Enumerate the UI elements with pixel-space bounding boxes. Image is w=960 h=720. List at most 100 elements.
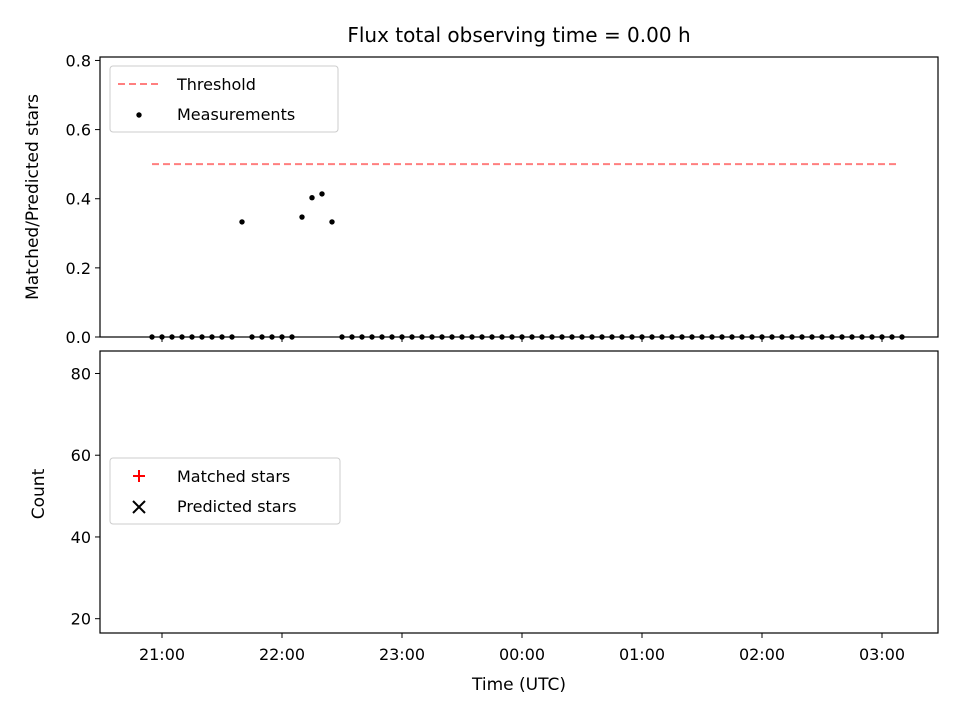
measurement-point — [799, 334, 805, 340]
measurement-point — [189, 334, 195, 340]
bottom-y-ticks: 20 40 60 80 — [71, 364, 100, 629]
measurement-point — [469, 334, 475, 340]
measurement-point — [349, 334, 355, 340]
measurement-point — [859, 334, 865, 340]
top-y-axis-label: Matched/Predicted stars — [23, 94, 43, 300]
measurement-point — [409, 334, 415, 340]
measurement-point — [239, 219, 245, 225]
measurement-point — [519, 334, 525, 340]
measurement-point — [699, 334, 705, 340]
measurement-point — [459, 334, 465, 340]
measurement-points — [149, 191, 905, 340]
measurement-point — [479, 334, 485, 340]
measurement-point — [209, 334, 215, 340]
top-plot: 0.00.20.40.60.8 Matched/Predicted stars … — [23, 51, 939, 347]
measurement-point — [399, 334, 405, 340]
measurement-point — [669, 334, 675, 340]
top-plot-frame — [99, 56, 939, 338]
measurement-point — [319, 191, 325, 197]
legend-matched-swatch — [133, 470, 145, 482]
measurement-point — [389, 334, 395, 340]
measurement-point — [179, 334, 185, 340]
top-y-ticks: 0.0 0.2 0.4 0.6 0.8 — [66, 51, 100, 347]
measurement-point — [809, 334, 815, 340]
legend-measurements-swatch — [136, 112, 142, 118]
x-tick-label: 01:00 — [619, 645, 665, 664]
x-tick-label: 03:00 — [859, 645, 905, 664]
bottom-plot-frame — [99, 350, 939, 634]
measurement-point — [279, 334, 285, 340]
measurement-point — [419, 334, 425, 340]
measurement-point — [269, 334, 275, 340]
measurement-point — [149, 334, 155, 340]
legend-matched-label: Matched stars — [177, 467, 290, 486]
measurement-point — [529, 334, 535, 340]
measurement-point — [749, 334, 755, 340]
measurement-point — [619, 334, 625, 340]
top-legend: Threshold Measurements — [109, 65, 339, 133]
measurement-point — [159, 334, 165, 340]
measurement-point — [689, 334, 695, 340]
bottom-legend: Matched stars Predicted stars — [109, 457, 341, 525]
x-tick-label: 22:00 — [259, 645, 305, 664]
legend-threshold-label: Threshold — [176, 75, 256, 94]
measurement-point — [509, 334, 515, 340]
measurement-point — [599, 334, 605, 340]
measurement-point — [739, 334, 745, 340]
measurement-point — [289, 334, 295, 340]
measurement-point — [869, 334, 875, 340]
measurement-point — [789, 334, 795, 340]
measurement-point — [489, 334, 495, 340]
measurement-point — [759, 334, 765, 340]
bottom-legend-box — [109, 457, 341, 525]
top-legend-box — [109, 65, 339, 133]
bottom-y-axis-label: Count — [29, 468, 49, 519]
bottom-y-tick-label: 40 — [71, 528, 91, 547]
measurement-point — [729, 334, 735, 340]
measurement-point — [369, 334, 375, 340]
measurement-point — [299, 214, 305, 220]
top-y-tick-label: 0.2 — [66, 259, 91, 278]
measurement-point — [379, 334, 385, 340]
measurement-point — [819, 334, 825, 340]
measurement-point — [169, 334, 175, 340]
measurement-point — [719, 334, 725, 340]
top-y-tick-label: 0.8 — [66, 51, 91, 70]
measurement-point — [339, 334, 345, 340]
measurement-point — [829, 334, 835, 340]
measurement-point — [549, 334, 555, 340]
measurement-point — [249, 334, 255, 340]
measurement-point — [229, 334, 235, 340]
x-tick-label: 00:00 — [499, 645, 545, 664]
measurement-point — [639, 334, 645, 340]
x-tick-label: 23:00 — [379, 645, 425, 664]
measurement-point — [309, 194, 315, 201]
measurement-point — [569, 334, 575, 340]
measurement-point — [259, 334, 265, 340]
measurement-point — [219, 334, 225, 340]
measurement-point — [849, 334, 855, 340]
measurement-point — [359, 334, 365, 340]
measurement-point — [329, 219, 335, 225]
measurement-point — [709, 334, 715, 340]
legend-measurements-label: Measurements — [177, 105, 295, 124]
measurement-point — [649, 334, 655, 340]
measurement-point — [659, 334, 665, 340]
x-tick-label: 21:00 — [139, 645, 185, 664]
measurement-point — [889, 334, 895, 340]
measurement-point — [779, 334, 785, 340]
x-tick-label: 02:00 — [739, 645, 785, 664]
measurement-point — [199, 334, 205, 340]
top-y-tick-label: 0.6 — [66, 121, 91, 140]
top-y-tick-label: 0.4 — [66, 190, 91, 209]
measurement-point — [839, 334, 845, 340]
measurement-point — [899, 334, 905, 340]
legend-predicted-swatch — [132, 500, 146, 514]
measurement-point — [439, 334, 445, 340]
bottom-y-tick-label: 80 — [71, 364, 91, 383]
bottom-y-tick-label: 60 — [71, 446, 91, 465]
measurement-point — [499, 334, 505, 340]
bottom-plot: 20 40 60 80 21:00 22:00 23:00 00:00 01:00 02:00 0… — [29, 350, 939, 695]
measurement-point — [429, 334, 435, 340]
